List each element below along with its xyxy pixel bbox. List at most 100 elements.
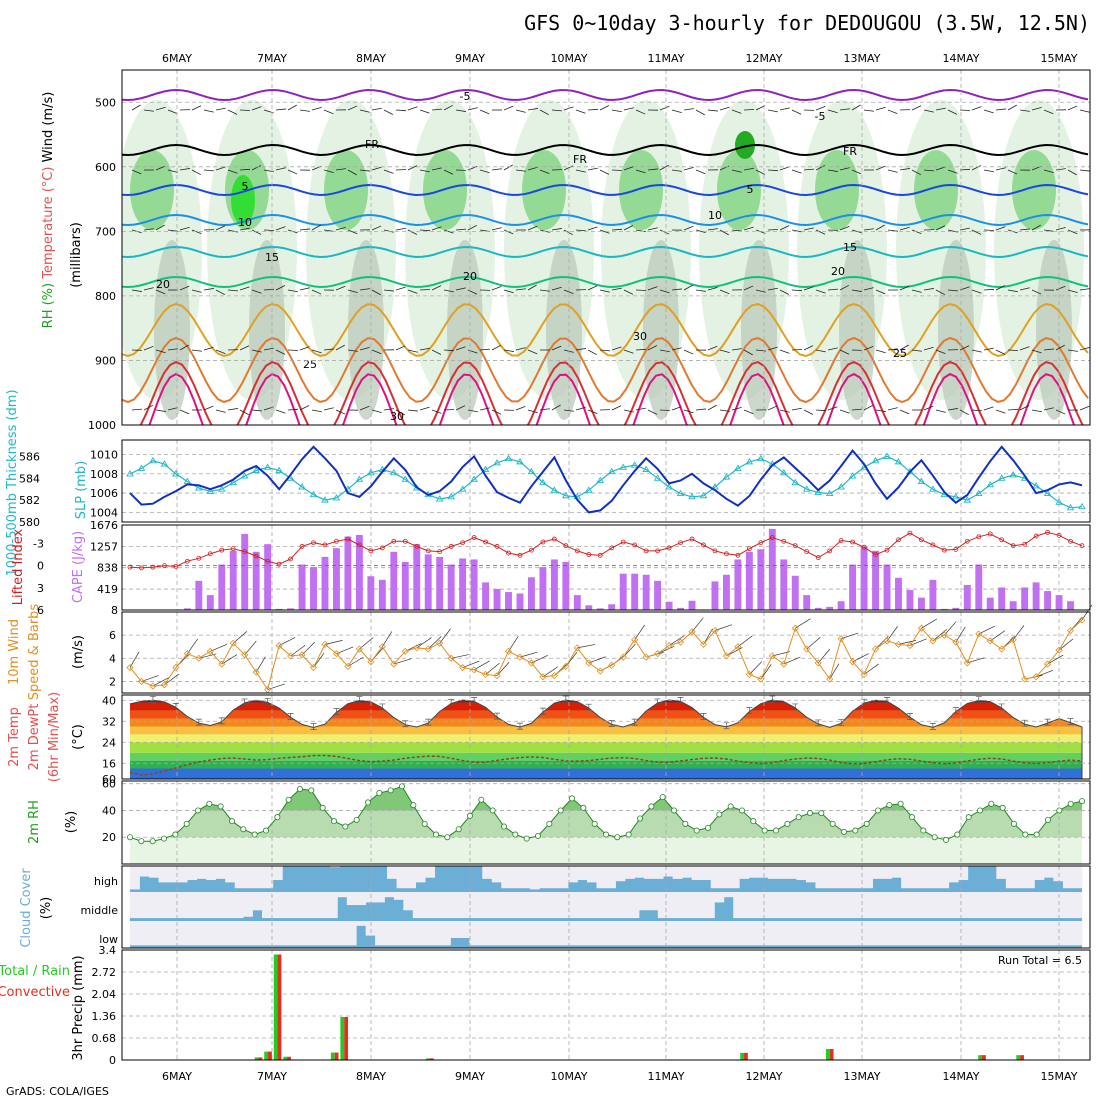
wind-barb: [347, 656, 364, 667]
li-point: [1068, 538, 1073, 544]
cloud-clear-middle: [978, 892, 989, 919]
wind-speed-point: [332, 650, 341, 658]
wind-barb: [1019, 109, 1030, 112]
precip-tick-label: 3.4: [99, 944, 117, 957]
wind-barb: [467, 349, 478, 354]
wind-barb: [395, 227, 406, 231]
li-point: [815, 555, 821, 560]
wind-speed-point: [711, 626, 719, 635]
thickness-point: [550, 486, 559, 493]
wind-barb: [371, 409, 382, 413]
wind-barb: [714, 624, 733, 631]
wind-barb: [527, 108, 538, 111]
wind-barb: [299, 228, 310, 231]
wind-barb: [959, 409, 970, 416]
minmax-whisker: [1044, 718, 1051, 726]
temperature-contour: [122, 302, 1089, 358]
li-point: [632, 542, 638, 548]
rh-point: [546, 820, 553, 827]
thickness-point: [367, 468, 375, 476]
rh-point: [217, 803, 224, 810]
cape-bar: [218, 564, 226, 610]
wind-barb: [635, 289, 647, 291]
cloud-clear-low: [770, 921, 781, 946]
wind-barb: [575, 169, 586, 173]
wind-barb: [479, 407, 490, 411]
li-point: [861, 544, 867, 550]
cape-bar: [837, 601, 845, 610]
rh-area-green: [619, 150, 663, 230]
wind-barb: [467, 224, 478, 231]
wind-barb: [251, 349, 262, 353]
thickness-point: [275, 466, 283, 474]
wind-barb: [383, 169, 394, 174]
wind-barb: [508, 636, 519, 652]
cloud-clear-middle: [139, 892, 150, 919]
cape-bar: [768, 528, 776, 610]
li-point: [1022, 541, 1028, 547]
wind10m-panel: 2 4 6 10m Wind Speed & Barbs (m/s): [7, 604, 1093, 700]
thickness-point: [974, 489, 983, 497]
thickness-point: [1032, 482, 1040, 489]
cloud-clear-middle: [789, 892, 800, 919]
rh-point: [500, 823, 507, 830]
wind-barb: [251, 289, 262, 294]
rh-area-gray: [1036, 240, 1072, 420]
li-point: [655, 548, 661, 554]
cloud-clear-low: [742, 921, 753, 946]
cloud-clear-middle: [818, 892, 828, 919]
rh-point: [308, 787, 315, 794]
precip-convective-bar: [744, 1052, 748, 1060]
rh-point: [1045, 816, 1052, 823]
rh-point: [625, 831, 632, 838]
wind-speed-point: [998, 645, 1006, 653]
cape-bar: [883, 564, 891, 610]
li-point: [643, 548, 649, 554]
temp-ylabel: 2m Temp: [7, 707, 22, 767]
wind-barb: [359, 347, 370, 351]
li-point: [873, 552, 878, 557]
cloud-clear-middle: [544, 892, 555, 919]
rh-point: [285, 796, 292, 803]
rh-area-gray: [546, 240, 582, 420]
wind-barb: [439, 628, 451, 644]
thickness-slp-panel: 580 582 584 586 1004 1006 1008 1010 1000-500mb T…: [5, 389, 1091, 577]
rh-point: [739, 807, 746, 814]
cloud-clear-middle: [205, 892, 216, 919]
cloud-clear-high: [206, 866, 217, 881]
wind-barb: [899, 226, 910, 231]
thickness-point: [642, 465, 650, 472]
wind-barb: [1043, 169, 1054, 173]
wind-barb: [227, 169, 238, 174]
wind-barb: [143, 109, 154, 112]
cloud-clear-low: [723, 921, 734, 946]
li-point: [253, 553, 259, 559]
cloud-clear-high: [853, 866, 864, 889]
temperature-contour: [122, 336, 1089, 404]
cloud-clear-low: [271, 921, 282, 946]
wind-speed-point: [826, 675, 834, 683]
date-label-bottom: 15MAY: [1041, 1070, 1078, 1083]
cloud-clear-middle: [884, 892, 894, 919]
wind-barb: [227, 408, 238, 411]
thickness-point: [1055, 498, 1063, 505]
cloud-clear-low: [1072, 921, 1083, 946]
rh-point: [1079, 798, 1086, 805]
wind-barb: [703, 628, 713, 645]
wind-barb: [131, 289, 142, 292]
wind-barb: [563, 229, 574, 236]
wind-barb: [455, 346, 466, 351]
wind-barb: [419, 347, 430, 351]
cloud-clear-low: [384, 921, 395, 946]
wind-barb: [427, 636, 442, 650]
wind-barb: [635, 229, 646, 233]
cape-bar: [401, 561, 409, 610]
cape-bar: [803, 595, 811, 610]
wind-barb: [313, 652, 325, 668]
cloud-clear-middle: [1072, 892, 1083, 919]
wind-barb: [491, 168, 502, 171]
pressure-tick-label: 1000: [88, 419, 116, 432]
wind-barb: [1047, 654, 1064, 665]
cloud-clear-high: [130, 866, 140, 890]
wind-barb: [299, 405, 310, 411]
